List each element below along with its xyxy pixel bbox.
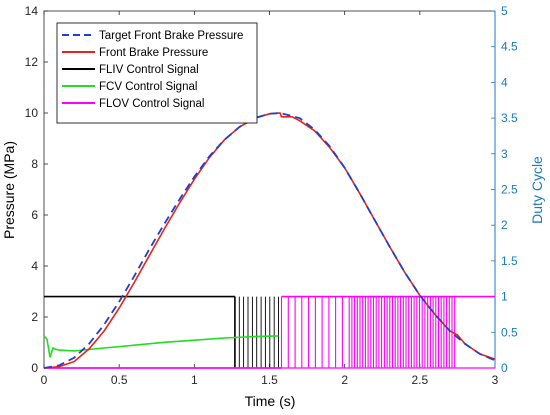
- x-tick-label: 1: [191, 373, 198, 387]
- y-right-tick-label: 1.5: [501, 254, 518, 268]
- y-axis-right-title: Duty Cycle: [529, 156, 545, 224]
- y-left-tick-label: 4: [31, 259, 38, 273]
- y-left-tick-label: 6: [31, 208, 38, 222]
- y-right-tick-label: 1: [501, 290, 508, 304]
- y-right-tick-label: 5: [501, 4, 508, 18]
- y-right-tick-label: 3.5: [501, 111, 518, 125]
- series-flov-control-signal: [44, 295, 495, 369]
- y-left-tick-label: 2: [31, 310, 38, 324]
- y-axis-left-title: Pressure (MPa): [1, 141, 17, 239]
- legend-label-flov-control-signal: FLOV Control Signal: [99, 98, 204, 110]
- legend-label-fliv-control-signal: FLIV Control Signal: [99, 64, 199, 76]
- y-right-tick-label: 2.5: [501, 183, 518, 197]
- legend-box: [56, 22, 258, 124]
- x-tick-label: 0.5: [111, 373, 128, 387]
- x-tick-label: 3: [492, 373, 499, 387]
- series-fliv-pwm: [234, 296, 279, 368]
- plot-group: [43, 112, 496, 369]
- y-right-tick-label: 4.5: [501, 40, 518, 54]
- y-right-tick-label: 4: [501, 75, 508, 89]
- series-fliv-control-signal: [44, 295, 236, 368]
- y-left-tick-label: 8: [31, 157, 38, 171]
- legend-label-fcv-control-signal: FCV Control Signal: [99, 81, 197, 93]
- y-right-tick-label: 0.5: [501, 325, 518, 339]
- series-fliv-pwm-pulses: [234, 296, 279, 368]
- series-front-brake-pressure: [43, 112, 496, 369]
- x-axis-title: Time (s): [245, 393, 296, 409]
- legend-label-target-front-brake-pressure: Target Front Brake Pressure: [99, 30, 243, 42]
- y-left-tick-label: 10: [25, 106, 39, 120]
- x-tick-label: 0: [41, 373, 48, 387]
- legend: Target Front Brake Pressure Front Brake …: [56, 22, 258, 124]
- y-left-tick-label: 14: [25, 4, 39, 18]
- y-right-tick-label: 0: [501, 361, 508, 375]
- y-left-tick-label: 12: [25, 55, 39, 69]
- x-tick-label: 1.5: [261, 373, 278, 387]
- x-tick-label: 2.5: [411, 373, 428, 387]
- series-flov-pwm-pulses: [280, 296, 456, 368]
- x-tick-label: 2: [341, 373, 348, 387]
- y-right-tick-label: 3: [501, 147, 508, 161]
- series-target-front-brake-pressure: [43, 112, 496, 369]
- y-left-tick-label: 0: [31, 361, 38, 375]
- y-right-tick-label: 2: [501, 218, 508, 232]
- legend-label-front-brake-pressure: Front Brake Pressure: [99, 47, 208, 59]
